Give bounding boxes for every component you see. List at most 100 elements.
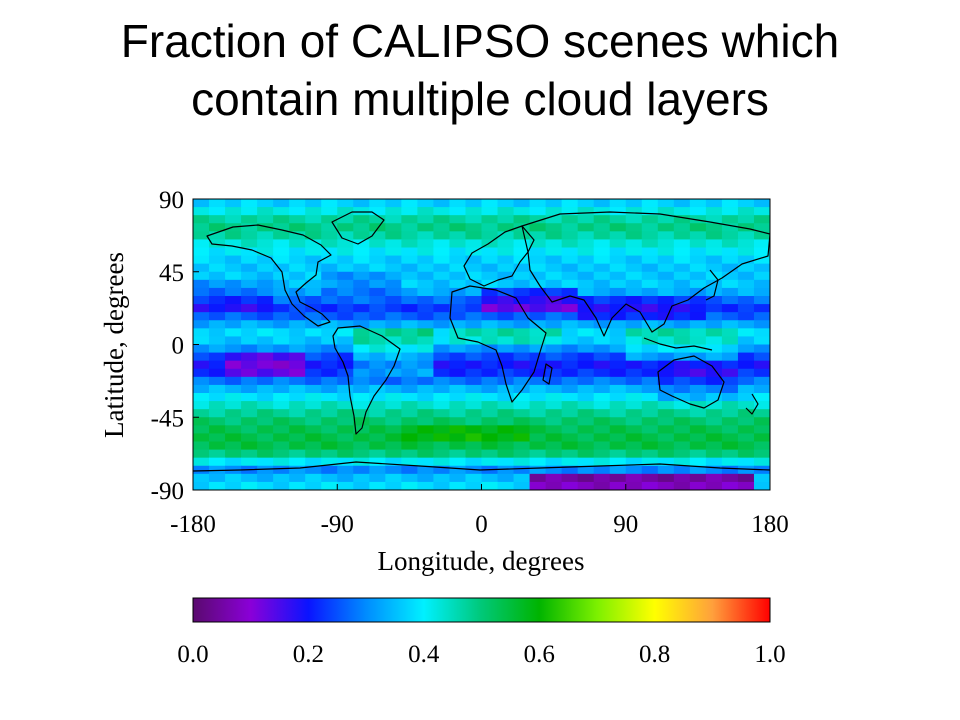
heatmap-cell	[737, 231, 755, 241]
heatmap-cell	[609, 384, 627, 394]
heatmap-cell	[577, 312, 595, 321]
heatmap-cell	[305, 441, 322, 451]
heatmap-cell	[689, 360, 707, 370]
heatmap-cell	[449, 207, 467, 216]
heatmap-cell	[465, 376, 483, 386]
heatmap-cell	[641, 304, 659, 313]
heatmap-cell	[369, 401, 386, 410]
heatmap-cell	[385, 263, 402, 273]
heatmap-cell	[257, 368, 274, 378]
heatmap-cell	[641, 376, 659, 386]
heatmap-cell	[193, 376, 210, 386]
heatmap-cell	[545, 449, 563, 459]
heatmap-cell	[289, 296, 306, 305]
heatmap-cell	[289, 199, 306, 208]
heatmap-cell	[337, 336, 354, 346]
heatmap-cell	[449, 368, 467, 378]
heatmap-cell	[529, 344, 547, 354]
heatmap-cell	[689, 344, 707, 354]
heatmap-cell	[561, 409, 579, 418]
heatmap-cell	[577, 441, 595, 451]
heatmap-cell	[209, 344, 226, 354]
heatmap-cell	[193, 199, 210, 208]
heatmap-cell	[273, 344, 290, 354]
heatmap-cell	[321, 328, 338, 338]
heatmap-cell	[481, 409, 499, 418]
africa-coastline	[449, 285, 547, 403]
heatmap-cell	[273, 401, 290, 410]
heatmap-cell	[337, 287, 354, 297]
heatmap-cell	[401, 247, 418, 257]
heatmap-cell	[657, 433, 675, 443]
heatmap-cell	[337, 384, 354, 394]
heatmap-cell	[561, 473, 579, 483]
heatmap-cell	[721, 384, 739, 394]
heatmap-cell	[337, 401, 354, 410]
heatmap-cell	[465, 215, 483, 224]
heatmap-cell	[609, 231, 627, 241]
heatmap-cell	[449, 320, 467, 329]
heatmap-cell	[433, 312, 451, 321]
heatmap-cell	[609, 320, 627, 329]
heatmap-cell	[561, 401, 579, 410]
heatmap-cell	[385, 376, 402, 386]
heatmap-cell	[561, 344, 579, 354]
heatmap-cell	[465, 328, 483, 338]
heatmap-cell	[657, 481, 675, 490]
heatmap-cell	[673, 223, 691, 232]
heatmap-cell	[545, 239, 563, 249]
heatmap-cell	[705, 231, 723, 241]
heatmap-cell	[449, 433, 467, 443]
heatmap-cell	[609, 425, 627, 435]
x-tick-label: 90	[613, 511, 638, 538]
heatmap-cell	[481, 247, 499, 257]
heatmap-cell	[705, 360, 723, 370]
heatmap-cell	[401, 449, 418, 459]
heatmap-cell	[577, 271, 595, 281]
heatmap-cell	[753, 312, 770, 321]
heatmap-cell	[273, 287, 290, 297]
heatmap-cell	[289, 384, 306, 394]
heatmap-cell	[225, 231, 242, 241]
heatmap-cell	[593, 368, 611, 378]
heatmap-cell	[593, 376, 611, 386]
heatmap-cell	[257, 409, 274, 418]
heatmap-cell	[737, 441, 755, 451]
heatmap-cell	[641, 320, 659, 329]
heatmap-cell	[225, 352, 242, 362]
heatmap-cell	[513, 287, 531, 297]
heatmap-cell	[497, 231, 515, 241]
heatmap-cell	[417, 449, 435, 459]
heatmap-cell	[753, 441, 770, 451]
heatmap-cell	[753, 449, 770, 459]
heatmap-cell	[305, 465, 322, 475]
heatmap-cell	[481, 296, 499, 305]
heatmap-cell	[353, 271, 370, 281]
heatmap-cell	[673, 360, 691, 370]
heatmap-cell	[289, 393, 306, 402]
heatmap-cell	[369, 481, 386, 490]
heatmap-cell	[225, 433, 242, 443]
heatmap-cell	[737, 465, 755, 475]
heatmap-cell	[561, 247, 579, 257]
heatmap-cell	[577, 279, 595, 289]
heatmap-cell	[241, 320, 258, 329]
heatmap-cell	[561, 207, 579, 216]
heatmap-cell	[673, 271, 691, 281]
heatmap-cell	[449, 263, 467, 273]
heatmap-cell	[369, 465, 386, 475]
heatmap-cell	[417, 481, 435, 490]
heatmap-cell	[705, 255, 723, 265]
heatmap-cell	[353, 231, 370, 241]
heatmap-cell	[689, 296, 707, 305]
heatmap-cell	[385, 473, 402, 483]
heatmap-cell	[209, 384, 226, 394]
heatmap-cell	[337, 465, 354, 475]
heatmap-cell	[321, 279, 338, 289]
heatmap-cell	[369, 304, 386, 313]
heatmap-cell	[225, 441, 242, 451]
heatmap-cell	[273, 296, 290, 305]
heatmap-cell	[641, 417, 659, 426]
heatmap-cell	[545, 231, 563, 241]
heatmap-cell	[481, 320, 499, 329]
